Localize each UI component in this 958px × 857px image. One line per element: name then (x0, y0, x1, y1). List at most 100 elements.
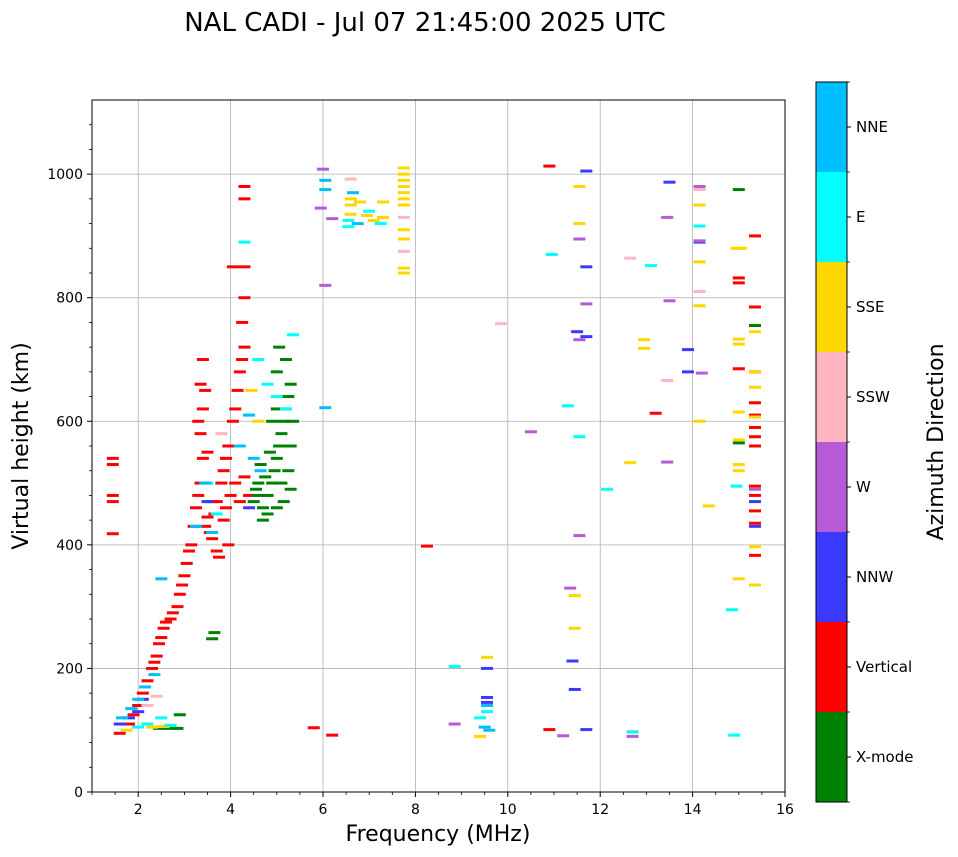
data-point-w (580, 302, 593, 306)
data-point-x-mode (254, 463, 267, 467)
data-point-x-mode (252, 481, 265, 485)
data-point-vertical (136, 691, 149, 695)
data-point-sse (146, 725, 159, 729)
colorbar-swatch (816, 82, 847, 172)
data-point-nnw (243, 506, 256, 510)
x-tick-label: 10 (499, 802, 517, 818)
data-point-x-mode (266, 481, 279, 485)
data-point-sse (748, 385, 761, 389)
x-tick-label: 16 (776, 802, 794, 818)
data-point-ssw (141, 704, 154, 707)
data-point-vertical (420, 544, 433, 548)
data-point-nne (189, 524, 202, 528)
data-point-sse (397, 166, 410, 170)
data-point-sse (573, 222, 586, 226)
data-point-nnw (663, 180, 676, 184)
data-point-sse (638, 338, 651, 342)
data-point-sse (732, 438, 745, 442)
data-point-nnw (481, 695, 494, 699)
data-point-ssw (693, 290, 706, 294)
colorbar-swatch (816, 532, 847, 622)
data-point-x-mode (259, 475, 272, 479)
data-point-sse (748, 330, 761, 334)
data-point-vertical (224, 493, 237, 497)
data-point-e (645, 264, 658, 268)
data-point-e (601, 487, 614, 491)
data-point-e (286, 333, 299, 337)
data-point-vertical (748, 413, 761, 417)
data-point-x-mode (256, 506, 269, 510)
data-point-vertical (178, 574, 191, 578)
data-point-vertical (748, 493, 761, 497)
data-point-sse (735, 246, 748, 250)
data-point-vertical (194, 382, 207, 386)
data-point-vertical (732, 281, 745, 285)
data-point-nnw (566, 659, 579, 663)
data-point-e (132, 725, 145, 729)
data-point-w (448, 722, 461, 726)
data-point-vertical (201, 515, 214, 519)
data-point-x-mode (284, 487, 297, 491)
data-point-x-mode (256, 518, 269, 522)
data-point-ssw (494, 322, 507, 326)
data-point-e (545, 252, 558, 256)
data-point-vertical (141, 679, 154, 683)
data-points (106, 164, 761, 738)
data-point-nnw (681, 348, 694, 352)
data-point-sse (157, 725, 170, 729)
data-point-sse (367, 218, 380, 222)
x-axis-ticks: 2 4 6 8 10 12 14 16 (91, 792, 794, 818)
data-point-w (626, 734, 639, 738)
data-point-x-mode (270, 407, 283, 411)
data-point-nne (483, 728, 496, 732)
data-point-x-mode (261, 512, 274, 516)
data-point-sse (360, 214, 373, 218)
colorbar-category-label: NNE (856, 118, 888, 136)
data-point-sse (748, 370, 761, 374)
data-point-sse (377, 200, 390, 204)
x-tick-label: 4 (226, 802, 235, 818)
data-point-sse (397, 203, 410, 207)
data-point-vertical (748, 305, 761, 309)
data-point-w (693, 185, 706, 188)
data-point-sse (693, 260, 706, 264)
data-point-vertical (748, 444, 761, 448)
data-point-sse (732, 469, 745, 473)
data-point-nne (254, 469, 267, 473)
data-point-vertical (157, 626, 170, 630)
data-point-e (342, 218, 355, 222)
data-point-sse (693, 203, 706, 207)
data-point-nnw (568, 687, 581, 691)
data-point-vertical (748, 509, 761, 513)
data-point-nne (155, 577, 168, 581)
data-point-vertical (132, 704, 145, 707)
data-point-ssw (624, 256, 637, 260)
data-point-sse (481, 655, 494, 659)
data-point-x-mode (263, 450, 276, 454)
data-point-vertical (748, 484, 761, 488)
data-point-vertical (155, 636, 168, 640)
data-point-nne (319, 188, 332, 192)
data-point-sse (252, 419, 265, 423)
colorbar-swatch (816, 622, 847, 712)
data-point-vertical (148, 660, 161, 664)
colorbar-frame (815, 81, 848, 803)
data-point-ssw (693, 188, 706, 192)
data-point-x-mode (173, 713, 186, 717)
data-point-vertical (201, 450, 214, 454)
data-point-sse (397, 271, 410, 275)
plot-frame (91, 99, 786, 793)
data-point-w (317, 167, 329, 171)
data-point-x-mode (208, 631, 221, 635)
data-point-sse (397, 172, 410, 176)
data-point-e (363, 209, 376, 213)
data-point-x-mode (284, 382, 297, 386)
data-point-x-mode (277, 419, 290, 423)
data-point-vertical (243, 493, 256, 497)
colorbar-swatch (816, 262, 847, 352)
data-point-vertical (183, 549, 196, 553)
data-point-w (557, 734, 570, 738)
data-point-nnw (681, 370, 694, 374)
data-point-nne (351, 222, 364, 226)
data-point-e (573, 435, 586, 439)
